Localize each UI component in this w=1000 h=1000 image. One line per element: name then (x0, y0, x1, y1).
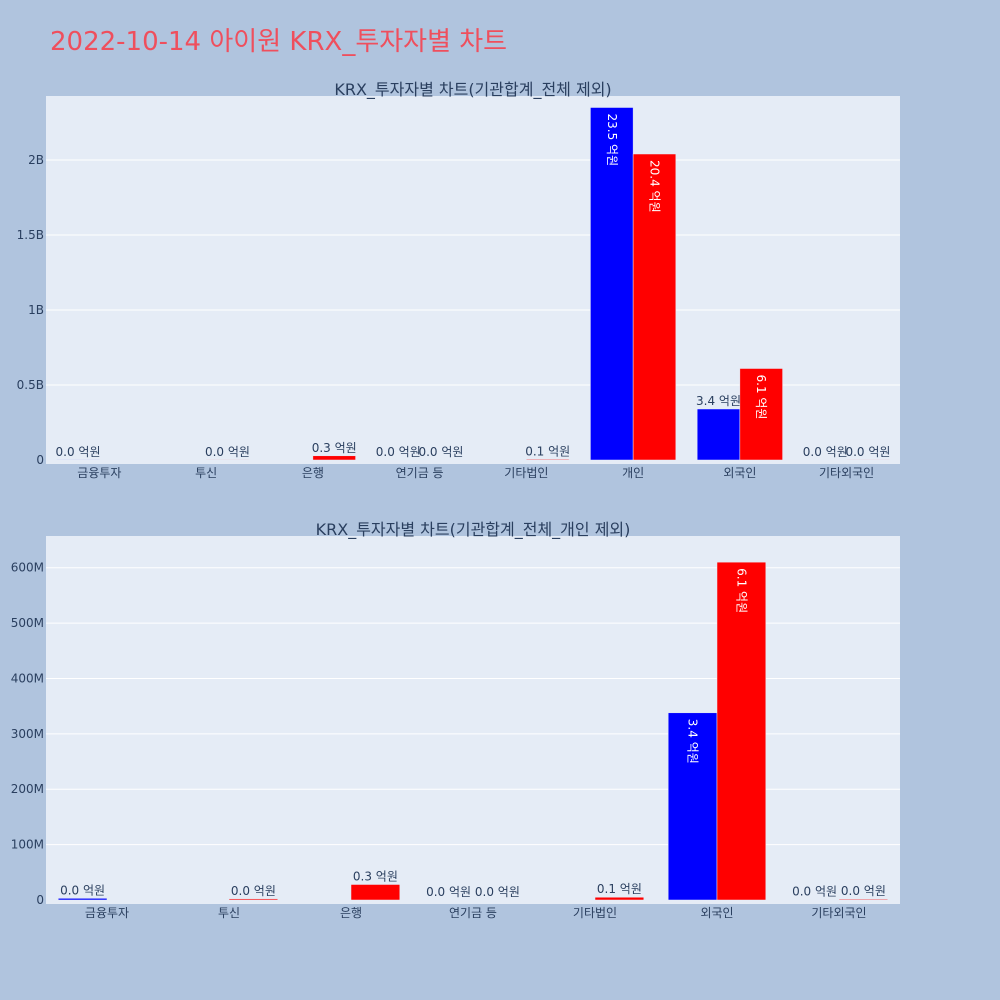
x-tick-label: 외국인 (700, 906, 733, 920)
bar-data-label: 0.0 억원 (475, 885, 520, 899)
page-title: 2022-10-14 아이원 KRX_투자자별 차트 (50, 27, 507, 57)
x-tick-label: 외국인 (723, 466, 756, 480)
chart-title: KRX_투자자별 차트(기관합계_전체 제외) (334, 80, 611, 100)
x-tick-label: 연기금 등 (396, 466, 444, 480)
x-tick-label: 은행 (302, 465, 324, 480)
bar (590, 107, 634, 461)
bar-data-label: 6.1 억원 (734, 568, 748, 613)
y-tick-label: 600M (11, 561, 44, 575)
y-tick-label: 300M (11, 727, 44, 741)
x-tick-label: 투신 (195, 466, 217, 480)
bar (739, 368, 783, 461)
chart-bottom: 0 100M 200M 300M 400M 500M 600M KRX_투자자별 차트(기관합… (11, 520, 900, 920)
x-tick-label: 금융투자 (85, 906, 129, 920)
bar-data-label: 0.0 억원 (803, 445, 848, 459)
bar-data-label: 23.5 억원 (605, 114, 619, 167)
bar (716, 561, 767, 901)
bar-data-label: 20.4 억원 (647, 160, 661, 213)
bar (838, 898, 889, 901)
y-tick-label: 1B (28, 303, 44, 317)
y-tick-label: 2B (28, 153, 44, 167)
chart-title: KRX_투자자별 차트(기관합계_전체_개인 제외) (316, 520, 631, 540)
bar-data-label: 0.0 억원 (792, 885, 837, 899)
bar-data-label: 0.0 억원 (845, 445, 890, 459)
bar (526, 459, 570, 461)
plot-area (46, 536, 900, 904)
bar-data-label: 0.0 억원 (231, 884, 276, 898)
x-tick-label: 투신 (218, 906, 240, 920)
bar-data-label: 0.0 억원 (56, 445, 101, 459)
bar-data-label: 0.3 억원 (353, 869, 398, 883)
bar (228, 898, 279, 901)
bar-data-label: 0.0 억원 (841, 884, 886, 898)
bar (57, 898, 108, 901)
bar-data-label: 0.3 억원 (312, 441, 357, 455)
bar (594, 896, 645, 901)
y-tick-label: 0 (36, 453, 44, 467)
bar-data-label: 3.4 억원 (686, 719, 700, 764)
y-tick-label: 400M (11, 671, 44, 685)
bar (667, 712, 718, 901)
x-tick-label: 기타외국인 (819, 466, 874, 480)
x-tick-label: 기타법인 (573, 906, 617, 920)
y-tick-label: 200M (11, 782, 44, 796)
y-tick-label: 0 (36, 893, 44, 907)
bar-data-label: 0.0 억원 (418, 445, 463, 459)
chart-top: 0 0.5B 1B 1.5B 2B KRX_투자자별 차트(기관합계_전체 제외) 금융투자… (17, 80, 900, 480)
bar-data-label: 0.0 억원 (426, 885, 471, 899)
bar (696, 408, 741, 461)
bar-data-label: 0.0 억원 (376, 445, 421, 459)
bar (312, 455, 356, 461)
x-tick-label: 은행 (340, 905, 362, 920)
bar-data-label: 0.0 억원 (205, 445, 250, 459)
y-tick-label: 0.5B (17, 378, 44, 392)
x-tick-label: 연기금 등 (449, 906, 497, 920)
bar (350, 884, 401, 901)
y-tick-label: 500M (11, 616, 44, 630)
x-tick-label: 개인 (622, 466, 644, 480)
bar (632, 153, 677, 461)
x-tick-label: 기타외국인 (811, 906, 866, 920)
y-tick-label: 1.5B (17, 228, 44, 242)
bar-data-label: 0.1 억원 (597, 882, 642, 896)
bar-data-label: 0.1 억원 (525, 444, 570, 458)
x-tick-label: 기타법인 (504, 466, 548, 480)
y-tick-label: 100M (11, 838, 44, 852)
bar-data-label: 0.0 억원 (60, 883, 105, 897)
bar-data-label: 6.1 억원 (754, 375, 768, 420)
bar-data-label: 3.4 억원 (696, 394, 741, 408)
x-tick-label: 금융투자 (77, 466, 121, 480)
